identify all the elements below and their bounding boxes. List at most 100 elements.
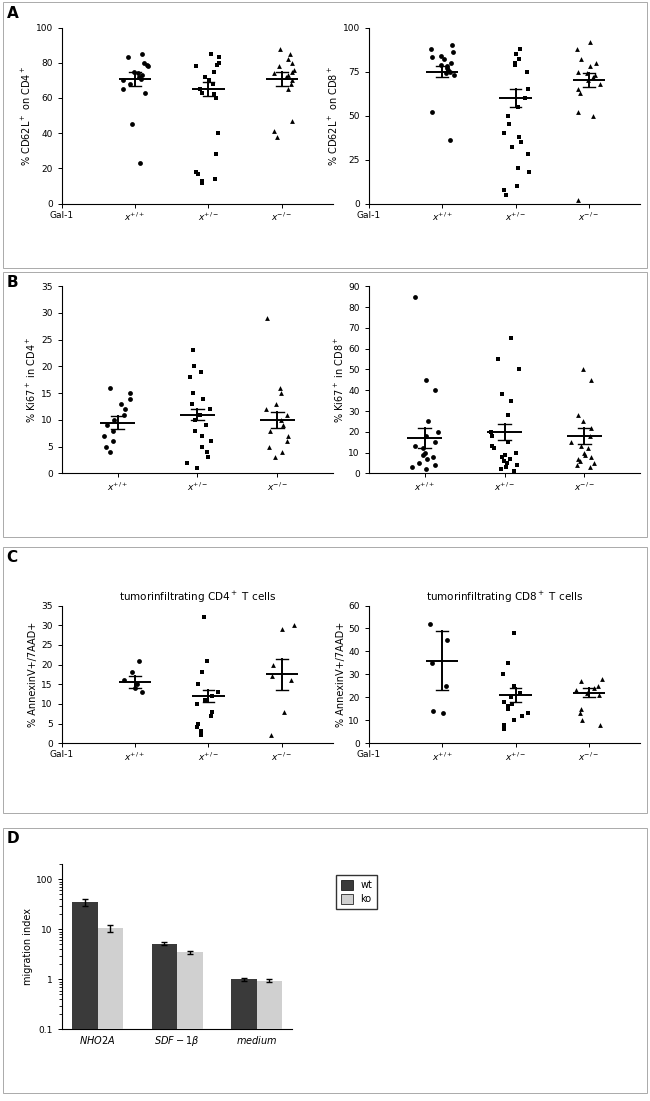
Point [442, 57, 452, 75]
Y-axis label: % CD62L$^+$ on CD4$^+$: % CD62L$^+$ on CD4$^+$ [20, 65, 32, 166]
Point [418, 439, 428, 457]
Point [430, 434, 441, 451]
Point [428, 448, 438, 466]
Point [142, 56, 153, 74]
Point [283, 66, 293, 84]
Point [426, 654, 437, 672]
Bar [257, 981, 282, 1101]
Point [499, 716, 509, 733]
Point [202, 444, 212, 461]
Point [505, 392, 515, 410]
Point [267, 667, 278, 685]
Point [512, 456, 522, 473]
Point [438, 705, 448, 722]
Point [210, 171, 220, 188]
Point [279, 702, 289, 720]
Point [509, 711, 519, 729]
Point [499, 124, 510, 142]
Point [283, 51, 293, 68]
Point [505, 450, 515, 468]
Point [436, 56, 446, 74]
Point [410, 437, 421, 455]
Point [421, 444, 431, 461]
Text: B: B [6, 275, 18, 291]
Point [187, 395, 197, 413]
Point [577, 711, 587, 729]
Point [588, 107, 598, 124]
Point [264, 438, 274, 456]
Point [512, 444, 522, 461]
Point [422, 450, 433, 468]
Point [590, 66, 600, 84]
Point [195, 80, 205, 98]
Point [410, 287, 421, 305]
Point [277, 444, 287, 461]
Point [270, 448, 281, 466]
Point [502, 698, 513, 716]
Point [509, 462, 519, 480]
Point [499, 694, 509, 711]
Point [193, 165, 203, 183]
Point [514, 128, 525, 145]
Point [277, 620, 287, 637]
Point [510, 56, 520, 74]
Text: C: C [6, 550, 18, 566]
Point [197, 174, 207, 192]
Point [289, 61, 300, 78]
Point [432, 423, 443, 440]
Point [191, 57, 202, 75]
Point [182, 454, 192, 471]
Point [445, 131, 455, 149]
Point [139, 84, 150, 101]
Point [207, 75, 218, 92]
Point [512, 177, 522, 195]
Point [285, 672, 296, 689]
Point [509, 677, 519, 695]
Point [200, 691, 210, 709]
Point [497, 665, 508, 683]
Point [595, 716, 605, 733]
Point [497, 448, 507, 466]
Point [213, 684, 224, 701]
Point [134, 68, 144, 86]
Bar [98, 928, 123, 1101]
Bar [151, 944, 177, 1101]
Point [190, 411, 200, 428]
Point [206, 707, 216, 724]
Point [201, 416, 211, 434]
Point [211, 89, 221, 107]
Point [286, 75, 296, 92]
Point [576, 673, 586, 690]
Point [135, 154, 145, 172]
Point [582, 65, 593, 83]
Point [207, 687, 217, 705]
Point [446, 54, 456, 72]
Point [287, 112, 297, 130]
Point [276, 411, 286, 428]
Point [125, 75, 135, 92]
Point [266, 727, 276, 744]
Point [203, 72, 214, 89]
Point [196, 172, 207, 189]
Point [489, 439, 499, 457]
Point [282, 427, 293, 445]
Point [441, 677, 451, 695]
Point [426, 103, 437, 121]
Point [594, 686, 604, 704]
Point [98, 427, 109, 445]
Point [425, 615, 436, 633]
Y-axis label: % CD62L$^+$ on CD8$^+$: % CD62L$^+$ on CD8$^+$ [327, 65, 340, 166]
Point [586, 448, 596, 466]
Point [127, 664, 137, 682]
Point [441, 631, 452, 648]
Point [571, 40, 582, 57]
Point [136, 69, 146, 87]
Point [205, 45, 216, 63]
Point [513, 98, 523, 116]
Point [127, 116, 137, 133]
Y-axis label: % AnnexinV+/7AAD+: % AnnexinV+/7AAD+ [29, 622, 38, 727]
Point [584, 33, 595, 51]
Bar [72, 902, 98, 1101]
Point [523, 145, 533, 163]
Point [441, 65, 451, 83]
